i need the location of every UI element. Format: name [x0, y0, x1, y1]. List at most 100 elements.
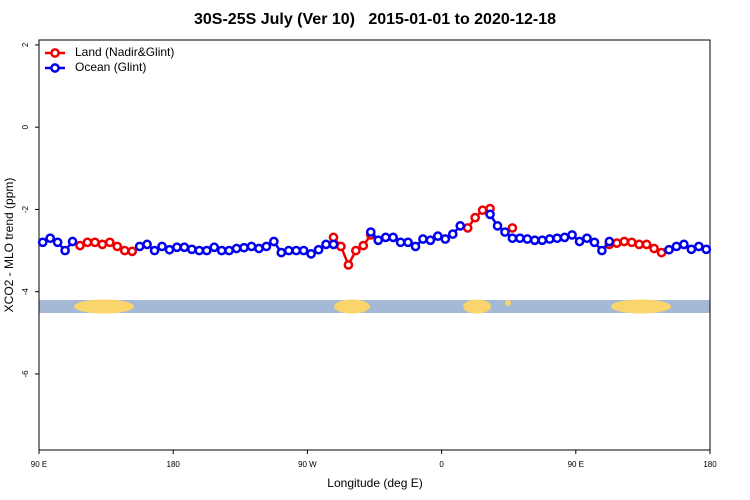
data-point — [492, 221, 503, 231]
land-patch — [611, 299, 671, 314]
data-point — [641, 239, 652, 250]
legend-label: Ocean (Glint) — [75, 60, 146, 74]
data-point — [455, 221, 466, 231]
data-point — [529, 235, 540, 246]
data-point — [701, 244, 712, 255]
data-point — [246, 241, 257, 252]
data-point — [298, 245, 309, 256]
data-point — [656, 247, 667, 258]
data-point — [45, 233, 56, 244]
data-point — [380, 232, 391, 243]
data-point — [634, 239, 645, 250]
data-point — [60, 245, 70, 256]
data-point — [321, 239, 331, 250]
data-point — [671, 241, 682, 252]
data-point — [440, 234, 451, 244]
y-axis-label: XCO2 - MLO trend (ppm) — [2, 178, 16, 313]
data-point — [507, 233, 518, 244]
data-point — [104, 237, 115, 248]
data-point — [567, 230, 577, 240]
data-point — [403, 237, 413, 248]
data-point — [119, 245, 130, 256]
data-point — [462, 223, 473, 233]
land-patch — [334, 299, 370, 314]
data-point — [186, 244, 197, 255]
data-point — [552, 233, 563, 244]
data-point — [447, 229, 458, 239]
data-point — [328, 239, 339, 250]
data-point — [276, 247, 287, 258]
data-point — [626, 237, 637, 248]
data-point — [97, 239, 108, 250]
land-patch — [463, 299, 491, 314]
data-point — [112, 241, 123, 252]
x-tick-label: 90 E — [31, 460, 47, 469]
data-point — [269, 236, 279, 247]
data-point — [537, 235, 548, 246]
data-point — [679, 239, 689, 250]
x-axis-label: Longitude (deg E) — [327, 476, 422, 490]
data-point — [395, 237, 406, 248]
y-tick-label: 2 — [21, 42, 30, 47]
data-point — [239, 242, 249, 253]
data-point — [418, 234, 428, 244]
data-point — [134, 241, 145, 252]
data-point — [172, 242, 182, 253]
y-tick-label: 0 — [21, 124, 30, 129]
data-point — [351, 245, 361, 256]
data-point — [142, 239, 152, 250]
y-tick-label: -2 — [21, 205, 30, 213]
data-point — [544, 234, 555, 244]
land-patch — [74, 299, 134, 314]
data-point — [574, 236, 585, 247]
data-point — [358, 240, 369, 251]
data-point — [52, 237, 63, 248]
data-point — [90, 237, 100, 248]
legend-marker — [50, 63, 60, 73]
x-tick-label: 180 — [167, 460, 181, 469]
legend-marker — [50, 48, 60, 58]
data-point — [67, 236, 78, 247]
land-ocean-strip — [39, 299, 710, 314]
data-point — [82, 237, 93, 248]
land-patch — [505, 300, 511, 306]
data-point — [619, 236, 630, 247]
data-point — [410, 241, 421, 252]
data-point — [686, 244, 697, 255]
data-point — [254, 243, 264, 254]
data-point — [224, 245, 234, 256]
data-point — [425, 235, 436, 246]
data-point — [127, 246, 138, 257]
data-point — [433, 231, 443, 242]
data-point — [365, 227, 376, 237]
x-tick-label: 180 — [703, 460, 717, 469]
legend: Land (Nadir&Glint)Ocean (Glint) — [45, 45, 174, 74]
data-point — [306, 248, 316, 259]
data-point — [582, 233, 592, 244]
data-point — [559, 232, 570, 243]
data-point — [209, 242, 220, 253]
ocean-band — [39, 300, 710, 313]
chart-title: 30S-25S July (Ver 10) 2015-01-01 to 2020… — [194, 11, 556, 28]
data-point — [664, 244, 674, 255]
data-point — [522, 234, 533, 244]
data-point — [477, 205, 488, 216]
data-point — [37, 237, 48, 248]
x-tick-label: 90 E — [568, 460, 584, 469]
data-point — [179, 242, 190, 253]
data-point — [649, 243, 659, 254]
data-point — [313, 244, 324, 255]
data-point — [597, 245, 607, 256]
legend-label: Land (Nadir&Glint) — [75, 45, 174, 59]
data-point — [283, 245, 294, 256]
y-tick-label: -6 — [21, 370, 30, 378]
data-point — [164, 244, 175, 255]
data-point — [75, 240, 85, 251]
x-tick-label: 0 — [439, 460, 444, 469]
data-point — [611, 238, 622, 248]
data-point — [149, 245, 160, 256]
data-point — [470, 212, 480, 223]
data-point — [604, 236, 615, 247]
